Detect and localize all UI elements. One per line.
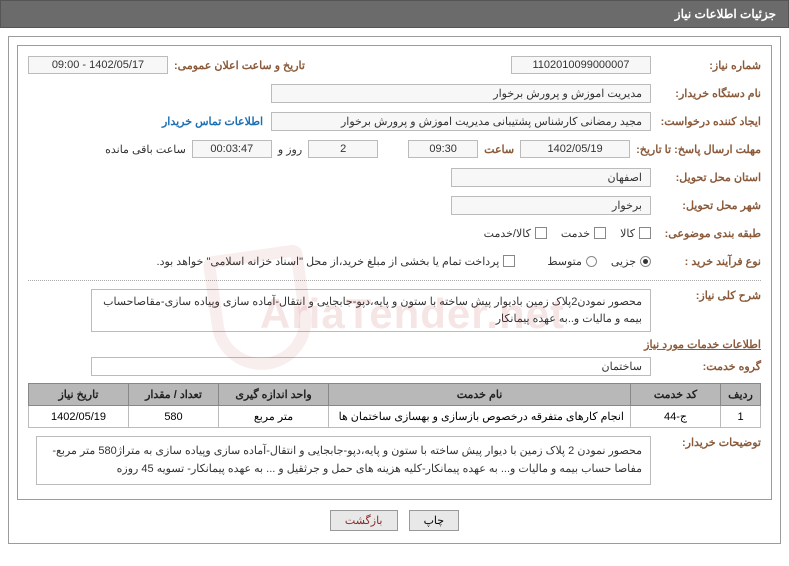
details-panel: شماره نیاز: 1102010099000007 تاریخ و ساع… bbox=[17, 45, 772, 500]
divider-1 bbox=[28, 280, 761, 281]
requester-field: مجید رمضانی کارشناس پشتیبانی مدیریت اموز… bbox=[271, 112, 651, 131]
deadline-label: مهلت ارسال پاسخ: تا تاریخ: bbox=[630, 143, 761, 156]
requester-label: ایجاد کننده درخواست: bbox=[651, 115, 761, 128]
need-desc-box: محصور نمودن2پلاک زمین بادیوار پیش ساخته … bbox=[91, 289, 651, 332]
th-unit: واحد اندازه گیری bbox=[219, 384, 329, 406]
buyer-org-label: نام دستگاه خریدار: bbox=[651, 87, 761, 100]
opt-service: خدمت bbox=[547, 227, 590, 240]
countdown-field: 00:03:47 bbox=[192, 140, 272, 158]
cell-row: 1 bbox=[721, 406, 761, 428]
announce-field: 1402/05/17 - 09:00 bbox=[28, 56, 168, 74]
table-row: 1 ج-44 انجام کارهای متفرقه درخصوص بازساز… bbox=[29, 406, 761, 428]
payment-note: پرداخت تمام یا بخشی از مبلغ خرید،از محل … bbox=[157, 255, 500, 268]
services-section-title: اطلاعات خدمات مورد نیاز bbox=[28, 338, 761, 351]
deadline-time-field: 09:30 bbox=[408, 140, 478, 158]
cell-date: 1402/05/19 bbox=[29, 406, 129, 428]
remaining-label: ساعت باقی مانده bbox=[99, 143, 192, 156]
checkbox-goods[interactable] bbox=[639, 227, 651, 239]
row-category: طبقه بندی موضوعی: کالا خدمت کالا/خدمت bbox=[28, 222, 761, 244]
row-process: نوع فرآیند خرید : جزیی متوسط پرداخت تمام… bbox=[28, 250, 761, 272]
row-service-group: گروه خدمت: ساختمان bbox=[28, 355, 761, 377]
row-province: استان محل تحویل: اصفهان bbox=[28, 166, 761, 188]
th-qty: تعداد / مقدار bbox=[129, 384, 219, 406]
row-buyer-notes: توضیحات خریدار: محصور نمودن 2 پلاک زمین … bbox=[28, 436, 761, 485]
process-label: نوع فرآیند خرید : bbox=[651, 255, 761, 268]
province-label: استان محل تحویل: bbox=[651, 171, 761, 184]
checkbox-both[interactable] bbox=[535, 227, 547, 239]
button-bar: چاپ بازگشت bbox=[17, 510, 772, 531]
time-label: ساعت bbox=[478, 143, 520, 156]
city-field: برخوار bbox=[451, 196, 651, 215]
cell-unit: متر مربع bbox=[219, 406, 329, 428]
buyer-notes-box: محصور نمودن 2 پلاک زمین با دیوار پیش ساخ… bbox=[36, 436, 651, 485]
cell-qty: 580 bbox=[129, 406, 219, 428]
buyer-notes-label: توضیحات خریدار: bbox=[651, 436, 761, 449]
radio-medium[interactable] bbox=[586, 256, 597, 267]
row-deadline: مهلت ارسال پاسخ: تا تاریخ: 1402/05/19 سا… bbox=[28, 138, 761, 160]
need-no-field: 1102010099000007 bbox=[511, 56, 651, 74]
opt-goods: کالا bbox=[606, 227, 635, 240]
deadline-date-field: 1402/05/19 bbox=[520, 140, 630, 158]
announce-label: تاریخ و ساعت اعلان عمومی: bbox=[168, 59, 311, 72]
main-panel: شماره نیاز: 1102010099000007 تاریخ و ساع… bbox=[8, 36, 781, 544]
back-button[interactable]: بازگشت bbox=[330, 510, 398, 531]
row-city: شهر محل تحویل: برخوار bbox=[28, 194, 761, 216]
opt-medium: متوسط bbox=[533, 255, 582, 268]
province-field: اصفهان bbox=[451, 168, 651, 187]
opt-minor: جزیی bbox=[597, 255, 636, 268]
table-header-row: ردیف کد خدمت نام خدمت واحد اندازه گیری ت… bbox=[29, 384, 761, 406]
contact-link[interactable]: اطلاعات تماس خریدار bbox=[162, 115, 271, 128]
th-code: کد خدمت bbox=[631, 384, 721, 406]
row-need-desc: شرح کلی نیاز: محصور نمودن2پلاک زمین بادی… bbox=[28, 289, 761, 332]
days-field: 2 bbox=[308, 140, 378, 158]
checkbox-service[interactable] bbox=[594, 227, 606, 239]
th-date: تاریخ نیاز bbox=[29, 384, 129, 406]
checkbox-payment[interactable] bbox=[503, 255, 515, 267]
row-requester: ایجاد کننده درخواست: مجید رمضانی کارشناس… bbox=[28, 110, 761, 132]
th-row: ردیف bbox=[721, 384, 761, 406]
page-header: جزئیات اطلاعات نیاز bbox=[0, 0, 789, 28]
days-and-label: روز و bbox=[272, 143, 308, 156]
need-desc-label: شرح کلی نیاز: bbox=[651, 289, 761, 302]
page-title: جزئیات اطلاعات نیاز bbox=[675, 7, 776, 21]
services-table: ردیف کد خدمت نام خدمت واحد اندازه گیری ت… bbox=[28, 383, 761, 428]
cell-name: انجام کارهای متفرقه درخصوص بازسازی و بهس… bbox=[329, 406, 631, 428]
service-group-field: ساختمان bbox=[91, 357, 651, 376]
th-name: نام خدمت bbox=[329, 384, 631, 406]
category-label: طبقه بندی موضوعی: bbox=[651, 227, 761, 240]
opt-both: کالا/خدمت bbox=[470, 227, 531, 240]
cell-code: ج-44 bbox=[631, 406, 721, 428]
row-buyer-org: نام دستگاه خریدار: مدیریت اموزش و پرورش … bbox=[28, 82, 761, 104]
radio-minor[interactable] bbox=[640, 256, 651, 267]
need-no-label: شماره نیاز: bbox=[651, 59, 761, 72]
buyer-org-field: مدیریت اموزش و پرورش برخوار bbox=[271, 84, 651, 103]
city-label: شهر محل تحویل: bbox=[651, 199, 761, 212]
row-need-no: شماره نیاز: 1102010099000007 تاریخ و ساع… bbox=[28, 54, 761, 76]
service-group-label: گروه خدمت: bbox=[651, 360, 761, 373]
print-button[interactable]: چاپ bbox=[409, 510, 460, 531]
